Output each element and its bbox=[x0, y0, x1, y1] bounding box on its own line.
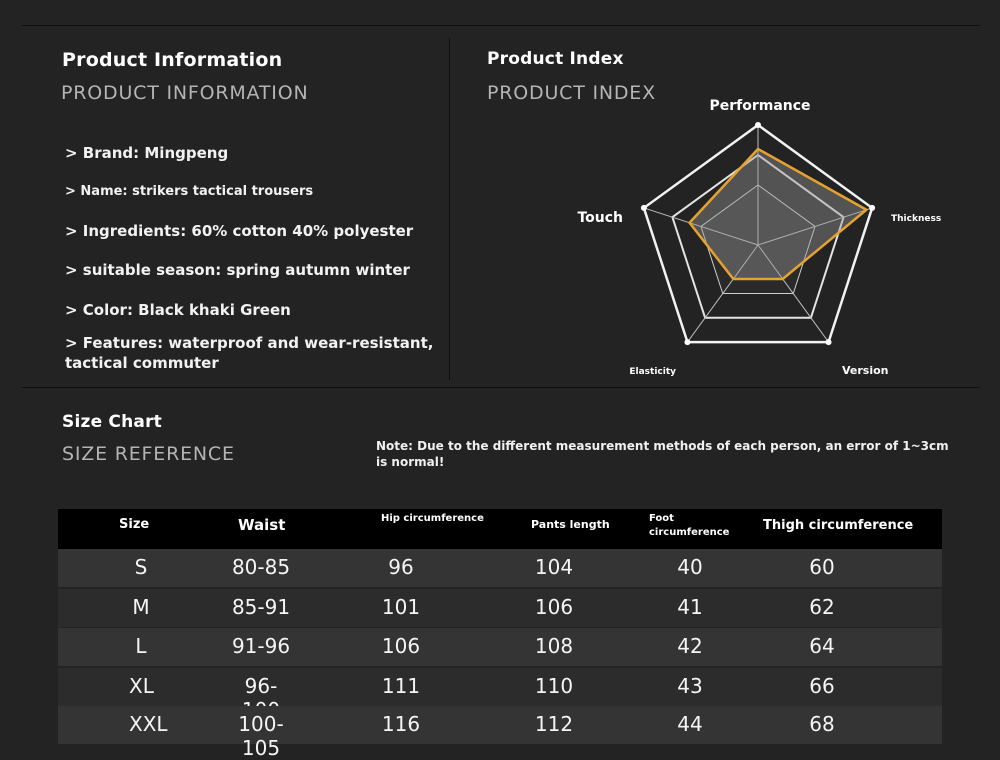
table-cell: 60 bbox=[809, 555, 835, 579]
radar-vertex-dot bbox=[684, 339, 691, 346]
table-cell: 40 bbox=[677, 555, 703, 579]
table-cell: 62 bbox=[809, 595, 835, 619]
product-index-subtitle: PRODUCT INDEX bbox=[487, 82, 656, 104]
info-ingredients: > Ingredients: 60% cotton 40% polyester bbox=[65, 222, 414, 240]
table-cell: XL bbox=[129, 674, 154, 698]
table-cell: 64 bbox=[809, 634, 835, 658]
table-cell: 44 bbox=[677, 712, 703, 736]
radar-vertices bbox=[640, 122, 876, 346]
col-header-thigh: Thigh circumference bbox=[763, 518, 914, 533]
radar-chart: Performance Thickness Version Elasticity… bbox=[577, 98, 941, 377]
table-cell: L bbox=[135, 634, 147, 658]
table-header: Size Waist Hip circumference Pants lengt… bbox=[58, 509, 942, 549]
radar-ring bbox=[642, 123, 874, 344]
table-cell: 91-96 bbox=[231, 634, 291, 658]
table-cell: XXL bbox=[129, 712, 168, 736]
radar-spoke bbox=[757, 207, 873, 246]
table-cell: 41 bbox=[677, 595, 703, 619]
table-row: L 91-96 106 108 42 64 bbox=[58, 628, 942, 666]
size-chart-title: Size Chart bbox=[62, 412, 162, 432]
top-divider bbox=[22, 25, 980, 26]
radar-value-area bbox=[688, 147, 868, 281]
table-cell: S bbox=[134, 555, 148, 579]
radar-spoke bbox=[687, 244, 759, 343]
size-chart-subtitle: SIZE REFERENCE bbox=[62, 443, 235, 465]
table-cell: 85-91 bbox=[231, 595, 291, 619]
middle-divider bbox=[22, 387, 980, 388]
table-cell: 111 bbox=[381, 674, 421, 698]
info-color: > Color: Black khaki Green bbox=[65, 301, 291, 319]
radar-ring bbox=[671, 153, 845, 319]
table-row: S 80-85 96 104 40 60 bbox=[58, 549, 942, 587]
measurement-note: Note: Due to the different measurement m… bbox=[376, 439, 949, 469]
table-cell: 101 bbox=[381, 595, 421, 619]
radar-spoke bbox=[757, 244, 829, 343]
table-cell: 104 bbox=[534, 555, 574, 579]
radar-vertex-dot bbox=[869, 204, 876, 211]
product-index-title: Product Index bbox=[487, 49, 624, 69]
table-row: M 85-91 101 106 41 62 bbox=[58, 589, 942, 627]
col-header-size: Size bbox=[119, 517, 150, 532]
axis-label-elasticity: Elasticity bbox=[629, 367, 676, 377]
axis-label-thickness: Thickness bbox=[891, 214, 941, 224]
radar-vertex-dot bbox=[640, 204, 647, 211]
table-cell: 106 bbox=[381, 634, 421, 658]
col-header-foot: Foot circumference bbox=[649, 513, 730, 538]
product-info-subtitle: PRODUCT INFORMATION bbox=[61, 82, 309, 104]
info-season: > suitable season: spring autumn winter bbox=[65, 261, 410, 279]
table-cell: 108 bbox=[534, 634, 574, 658]
table-cell: 68 bbox=[809, 712, 835, 736]
table-row: XXL 100-105 116 112 44 68 bbox=[58, 706, 942, 760]
info-name: > Name: strikers tactical trousers bbox=[65, 184, 314, 199]
radar-vertex-dot bbox=[825, 339, 832, 346]
col-header-waist: Waist bbox=[238, 516, 286, 534]
col-header-pants-length: Pants length bbox=[531, 518, 610, 531]
table-cell: M bbox=[132, 595, 150, 619]
table-cell: 112 bbox=[534, 712, 574, 736]
table-cell: 43 bbox=[677, 674, 703, 698]
table-cell: 110 bbox=[534, 674, 574, 698]
axis-label-performance: Performance bbox=[709, 98, 810, 114]
radar-spoke bbox=[643, 207, 759, 246]
product-info-title: Product Information bbox=[62, 49, 283, 71]
col-header-hip: Hip circumference bbox=[381, 513, 484, 524]
radar-vertex-dot bbox=[755, 122, 761, 128]
axis-label-version: Version bbox=[842, 364, 889, 377]
table-cell: 96 bbox=[388, 555, 414, 579]
axis-label-touch: Touch bbox=[577, 210, 623, 226]
table-cell: 116 bbox=[381, 712, 421, 736]
table-cell: 42 bbox=[677, 634, 703, 658]
table-cell: 66 bbox=[809, 674, 835, 698]
table-cell: 100-105 bbox=[238, 712, 284, 760]
table-cell: 106 bbox=[534, 595, 574, 619]
info-brand: > Brand: Mingpeng bbox=[65, 144, 229, 162]
table-cell: 80-85 bbox=[231, 555, 291, 579]
radar-grid bbox=[642, 123, 874, 344]
column-divider bbox=[449, 38, 450, 380]
info-features: > Features: waterproof and wear-resistan… bbox=[65, 334, 434, 372]
